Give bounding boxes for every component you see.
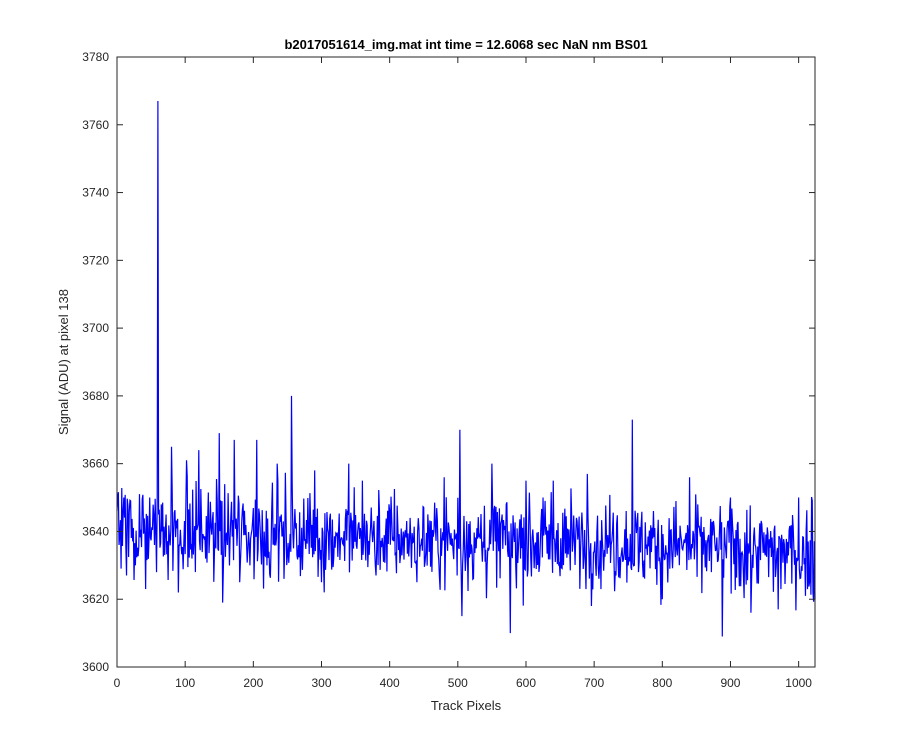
x-tick-label: 800 <box>652 676 672 690</box>
y-tick-label: 3620 <box>82 592 109 606</box>
y-tick-label: 3760 <box>82 118 109 132</box>
x-axis: 0 100 200 300 400 500 600 700 800 900 1000 <box>114 57 812 690</box>
x-tick-label: 500 <box>448 676 468 690</box>
y-axis: 3600 3620 3640 3660 3680 3700 3720 3740 3760 3780 <box>82 50 815 674</box>
y-axis-label: Signal (ADU) at pixel 138 <box>56 289 71 435</box>
signal-series-line <box>116 101 816 637</box>
x-tick-label: 400 <box>380 676 400 690</box>
plot-area <box>117 57 815 667</box>
y-tick-label: 3680 <box>82 389 109 403</box>
x-tick-label: 1000 <box>785 676 812 690</box>
axes-box <box>116 56 816 668</box>
y-tick-label: 3700 <box>82 321 109 335</box>
chart-title: b2017051614_img.mat int time = 12.6068 s… <box>284 37 647 52</box>
x-tick-label: 200 <box>243 676 263 690</box>
x-tick-label: 600 <box>516 676 536 690</box>
y-tick-label: 3720 <box>82 253 109 267</box>
x-tick-label: 700 <box>584 676 604 690</box>
x-tick-label: 0 <box>114 676 121 690</box>
y-tick-label: 3740 <box>82 186 109 200</box>
x-tick-label: 300 <box>311 676 331 690</box>
x-tick-label: 900 <box>720 676 740 690</box>
y-tick-label: 3780 <box>82 50 109 64</box>
y-tick-label: 3600 <box>82 660 109 674</box>
x-axis-label: Track Pixels <box>431 698 502 713</box>
x-tick-label: 100 <box>175 676 195 690</box>
y-tick-label: 3660 <box>82 457 109 471</box>
y-tick-label: 3640 <box>82 524 109 538</box>
data-layer <box>116 101 816 637</box>
